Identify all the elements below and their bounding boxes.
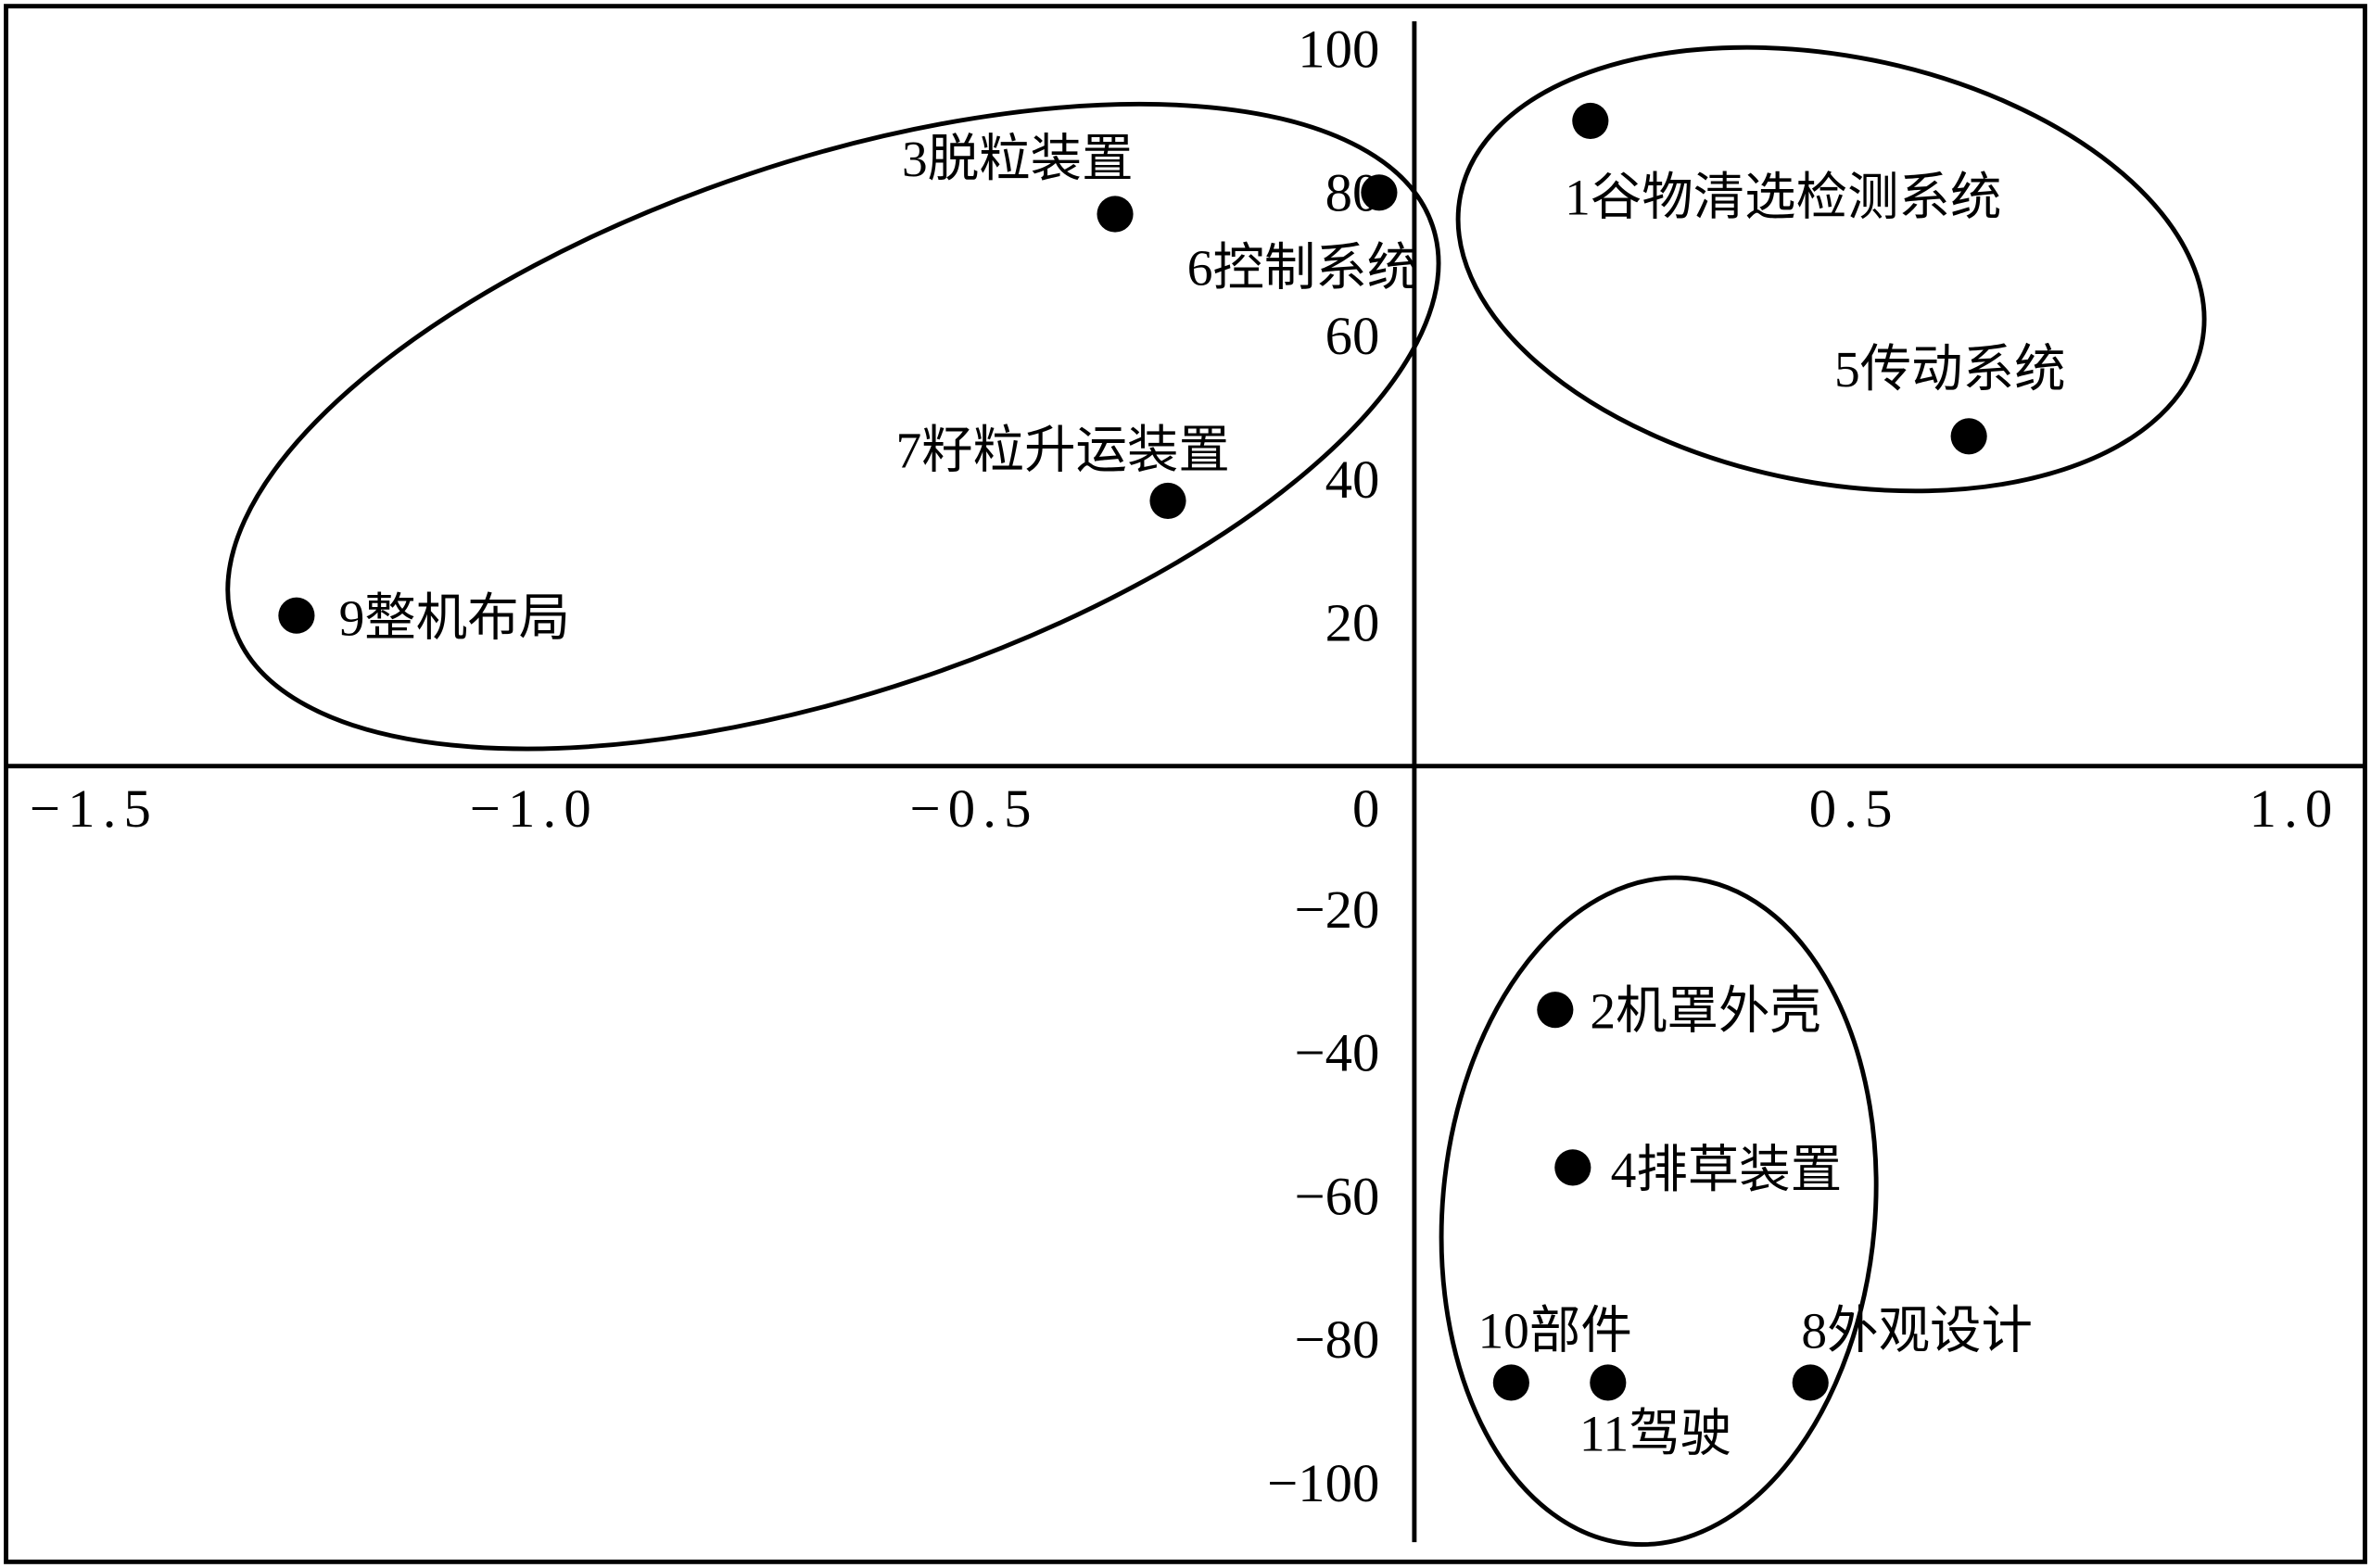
point-label-10: 10部件 — [1477, 1302, 1631, 1359]
data-point-5 — [1950, 418, 1987, 455]
plot-frame — [4, 4, 2367, 1564]
point-label-9: 9整机布局 — [339, 589, 571, 646]
y-tick-label: −20 — [1295, 879, 1380, 940]
y-tick-label: −100 — [1267, 1453, 1379, 1513]
y-tick-label: 40 — [1325, 449, 1380, 510]
y-tick-label: −80 — [1295, 1309, 1380, 1370]
y-tick-label: 100 — [1298, 19, 1379, 80]
data-point-4 — [1554, 1149, 1591, 1186]
data-point-10 — [1492, 1364, 1529, 1401]
point-label-11: 11驾驶 — [1579, 1405, 1731, 1461]
point-label-1: 1谷物清选检测系统 — [1565, 170, 2001, 226]
y-tick-label: −40 — [1295, 1023, 1380, 1083]
y-tick-label: −60 — [1295, 1166, 1380, 1226]
point-label-6: 6控制系统 — [1187, 239, 1419, 296]
x-tick-label: 0.5 — [1809, 778, 1900, 839]
data-point-6 — [1361, 174, 1398, 211]
point-label-7: 7籽粒升运装置 — [895, 423, 1229, 479]
data-point-2 — [1537, 992, 1574, 1029]
point-labels: 1谷物清选检测系统 2机罩外壳 3脱粒装置 4排草装置 5传动系统 6控制系统 7籽粒升运装… — [339, 131, 2066, 1461]
x-tick-label: −1.0 — [470, 778, 599, 839]
y-tick-label: 60 — [1325, 306, 1380, 366]
point-label-4: 4排草装置 — [1611, 1142, 1843, 1198]
x-tick-label: 1.0 — [2250, 778, 2340, 839]
x-tick-label: −0.5 — [910, 778, 1039, 839]
data-point-1 — [1572, 102, 1609, 140]
point-label-5: 5传动系统 — [1834, 341, 2066, 398]
point-label-8: 8外观设计 — [1801, 1302, 2033, 1359]
data-point-9 — [278, 597, 315, 634]
y-tick-label: 20 — [1325, 593, 1380, 653]
data-point-3 — [1097, 196, 1134, 233]
cluster-ellipse-1 — [225, 101, 1441, 752]
x-tick-label: −1.5 — [30, 778, 158, 839]
data-points — [278, 102, 1987, 1401]
point-label-3: 3脱粒装置 — [902, 131, 1134, 187]
x-tick-labels: −1.5 −1.0 −0.5 0 0.5 1.0 — [30, 778, 2340, 839]
point-label-2: 2机罩外壳 — [1590, 982, 1821, 1039]
cluster-ellipse-3 — [1439, 875, 1879, 1548]
x-tick-label: 0 — [1352, 778, 1379, 839]
data-point-11 — [1590, 1364, 1627, 1401]
data-point-7 — [1149, 482, 1186, 520]
data-point-8 — [1792, 1364, 1829, 1401]
cluster-ellipse-2 — [1455, 44, 2207, 494]
cluster-ellipses — [225, 44, 2207, 1548]
